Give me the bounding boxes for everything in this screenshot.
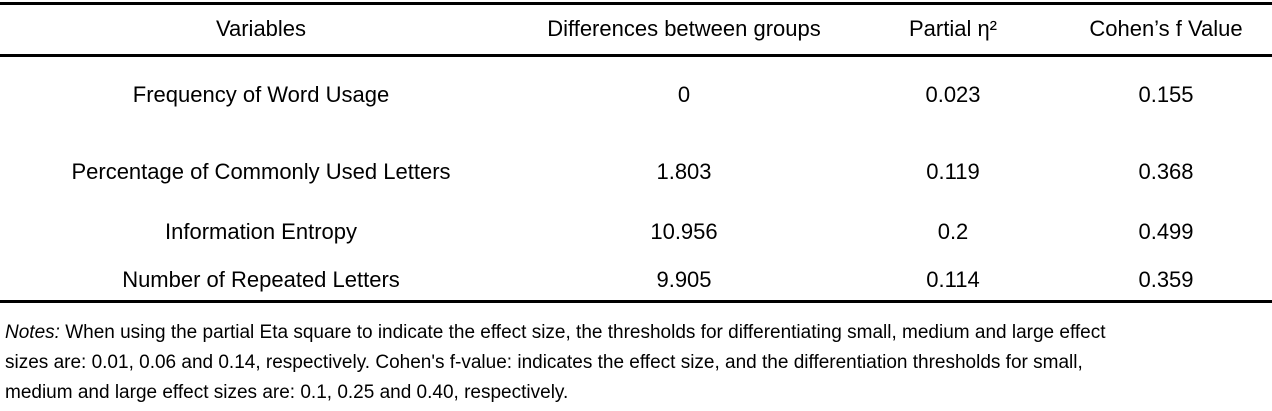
cell-variable: Percentage of Commonly Used Letters <box>71 159 451 184</box>
notes-line: Notes: When using the partial Eta square… <box>5 318 1267 348</box>
cell-cohens-f: 0.368 <box>1138 159 1194 184</box>
cell-difference: 10.956 <box>650 219 718 244</box>
cell-cohens-f: 0.359 <box>1138 267 1194 292</box>
cell-variable: Information Entropy <box>165 219 357 244</box>
table-header-rule <box>0 54 1272 57</box>
cell-cohens-f: 0.499 <box>1138 219 1194 244</box>
cell-partial-eta: 0.114 <box>926 267 980 292</box>
cell-partial-eta: 0.119 <box>926 159 980 184</box>
cell-variable: Frequency of Word Usage <box>132 82 390 107</box>
cell-partial-eta: 0.2 <box>937 219 969 244</box>
header-partial-eta: Partial η² <box>908 16 998 41</box>
notes-line: medium and large effect sizes are: 0.1, … <box>5 382 569 403</box>
table-notes: Notes: When using the partial Eta square… <box>5 318 1267 408</box>
notes-text: When using the partial Eta square to ind… <box>59 322 1106 343</box>
header-variables: Variables <box>215 16 307 41</box>
header-cohens-f: Cohen’s f Value <box>1089 16 1243 41</box>
notes-label: Notes: <box>5 322 60 343</box>
cell-difference: 0 <box>677 82 691 107</box>
cell-difference: 1.803 <box>656 159 712 184</box>
cell-difference: 9.905 <box>656 267 712 292</box>
table-bottom-rule <box>0 300 1272 303</box>
cell-partial-eta: 0.023 <box>925 82 981 107</box>
cell-variable: Number of Repeated Letters <box>122 267 400 292</box>
cell-cohens-f: 0.155 <box>1138 82 1194 107</box>
header-differences: Differences between groups <box>547 16 821 41</box>
notes-line: sizes are: 0.01, 0.06 and 0.14, respecti… <box>5 352 1083 373</box>
table-top-rule <box>0 2 1272 5</box>
